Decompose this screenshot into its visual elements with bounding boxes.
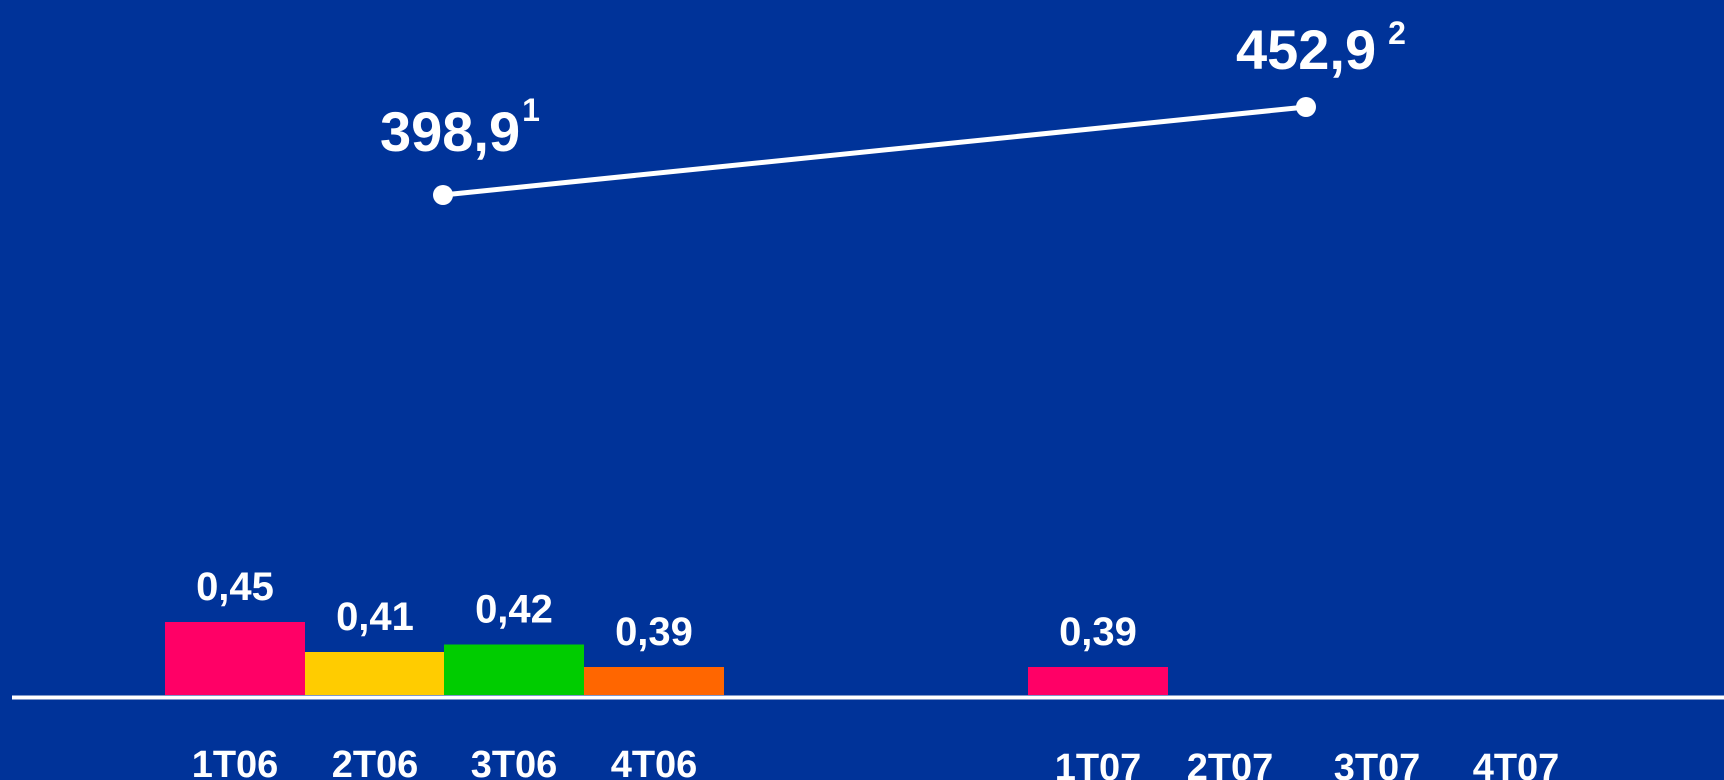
data-labels-layer: 0,45 0,41 0,42 0,39 0,39 — [196, 565, 1137, 654]
bar-1T06 — [165, 622, 305, 695]
line-point-marker — [1296, 97, 1316, 117]
line-series-segment — [442, 104, 1307, 198]
line-point-marker — [433, 185, 453, 205]
bar-1T07 — [1028, 667, 1168, 695]
bar-2T06 — [305, 652, 445, 695]
line-point-label: 452,9 2 — [1236, 15, 1406, 81]
line-series-layer: 398,91 452,9 2 — [380, 15, 1406, 205]
bar-value-label-2T06: 0,41 — [336, 595, 414, 639]
x-tick-label-2T06: 2T06 — [332, 744, 419, 780]
bar-value-label-1T06: 0,45 — [196, 565, 274, 609]
bar-3T06 — [444, 644, 584, 695]
x-tick-label-1T07: 1T07 — [1055, 747, 1142, 780]
bars-layer — [165, 622, 1168, 695]
line-point-footnote: 2 — [1388, 15, 1406, 51]
x-tick-label-3T06: 3T06 — [471, 744, 558, 780]
x-tick-label-1T06: 1T06 — [192, 744, 279, 780]
bar-value-label-3T06: 0,42 — [475, 588, 553, 632]
bar-value-label-1T07: 0,39 — [1059, 610, 1137, 654]
x-tick-label-4T07: 4T07 — [1473, 747, 1560, 780]
bar-4T06 — [584, 667, 724, 695]
x-tick-label-3T07: 3T07 — [1334, 747, 1421, 780]
line-point-label: 398,91 — [380, 92, 540, 163]
bar-value-label-4T06: 0,39 — [615, 610, 693, 654]
line-point-footnote: 1 — [522, 92, 540, 128]
x-tick-label-2T07: 2T07 — [1187, 747, 1274, 780]
x-tick-label-4T06: 4T06 — [611, 744, 698, 780]
x-tick-labels-layer: 1T06 2T06 3T06 4T06 1T07 2T07 3T07 4T07 — [192, 744, 1560, 780]
